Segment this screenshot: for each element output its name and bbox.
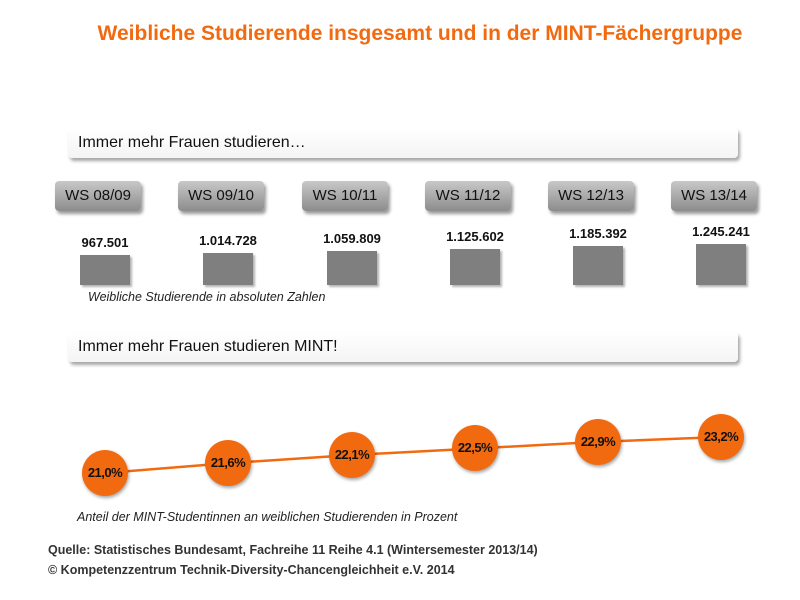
line-point: 22,9% (575, 418, 621, 465)
bar-value-label: 1.014.728 (199, 233, 257, 249)
category-label: WS 12/13 (548, 181, 634, 211)
bar-value-label: 1.125.602 (446, 228, 504, 244)
bar (450, 248, 500, 285)
category-label: WS 08/09 (55, 181, 141, 211)
line-point: 23,2% (698, 414, 744, 460)
line-caption: Anteil der MINT-Studentinnen an weiblich… (77, 510, 458, 524)
bar-value-label: 1.185.392 (569, 226, 627, 242)
line-point: 21,0% (82, 450, 128, 496)
category-label: WS 13/14 (671, 181, 757, 211)
banner-women-mint: Immer mehr Frauen studieren MINT! (68, 332, 738, 362)
line-point: 22,5% (452, 425, 498, 472)
bar (573, 246, 623, 285)
bar-value-label: 967.501 (81, 235, 129, 250)
category-label: WS 09/10 (178, 181, 264, 211)
line-point: 22,1% (329, 432, 375, 478)
bar-value-label: 1.245.241 (692, 224, 750, 239)
category-label: WS 10/11 (302, 181, 388, 211)
bar-value-label: 1.059.809 (323, 231, 381, 247)
line-path (104, 435, 722, 475)
category-label: WS 11/12 (425, 181, 511, 211)
bar-caption: Weibliche Studierende in absoluten Zahle… (88, 290, 326, 304)
source-note: Quelle: Statistisches Bundesamt, Fachrei… (48, 543, 538, 557)
copyright-note: © Kompetenzzentrum Technik-Diversity-Cha… (48, 563, 455, 577)
line-point: 21,6% (205, 440, 251, 487)
bar (327, 251, 377, 285)
bar (203, 253, 253, 285)
chart-title: Weibliche Studierende insgesamt und in d… (97, 22, 743, 45)
bar (80, 255, 130, 285)
bar (696, 244, 746, 285)
banner-women-studying: Immer mehr Frauen studieren… (68, 128, 738, 158)
